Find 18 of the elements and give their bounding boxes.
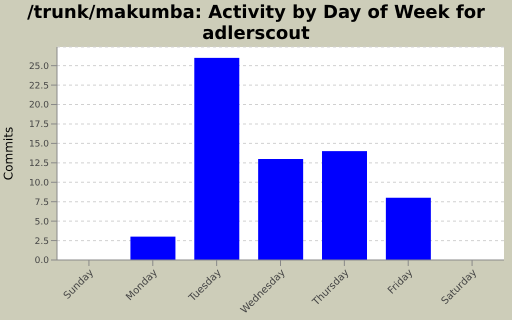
y-tick-label: 20.0 [28, 100, 50, 111]
y-tick-label: 2.5 [34, 236, 49, 247]
y-tick-label: 15.0 [28, 140, 50, 150]
bar [130, 236, 176, 260]
chart-title: /trunk/makumba: Activity by Day of Week for adlerscout [27, 2, 485, 44]
bar [194, 58, 240, 260]
y-tick-label: 17.5 [28, 120, 49, 130]
y-tick-label: 12.5 [28, 159, 49, 170]
y-tick-label: 0.0 [34, 256, 50, 266]
bar [322, 151, 368, 260]
y-tick-label: 7.5 [34, 198, 49, 208]
bar [258, 158, 304, 260]
y-tick-label: 5.0 [34, 217, 50, 228]
y-tick-label: 10.0 [28, 178, 50, 188]
y-tick-label: 25.0 [28, 62, 50, 72]
bar [386, 198, 431, 260]
y-tick-label: 22.5 [28, 81, 49, 92]
y-axis-title: Commits [1, 126, 16, 180]
